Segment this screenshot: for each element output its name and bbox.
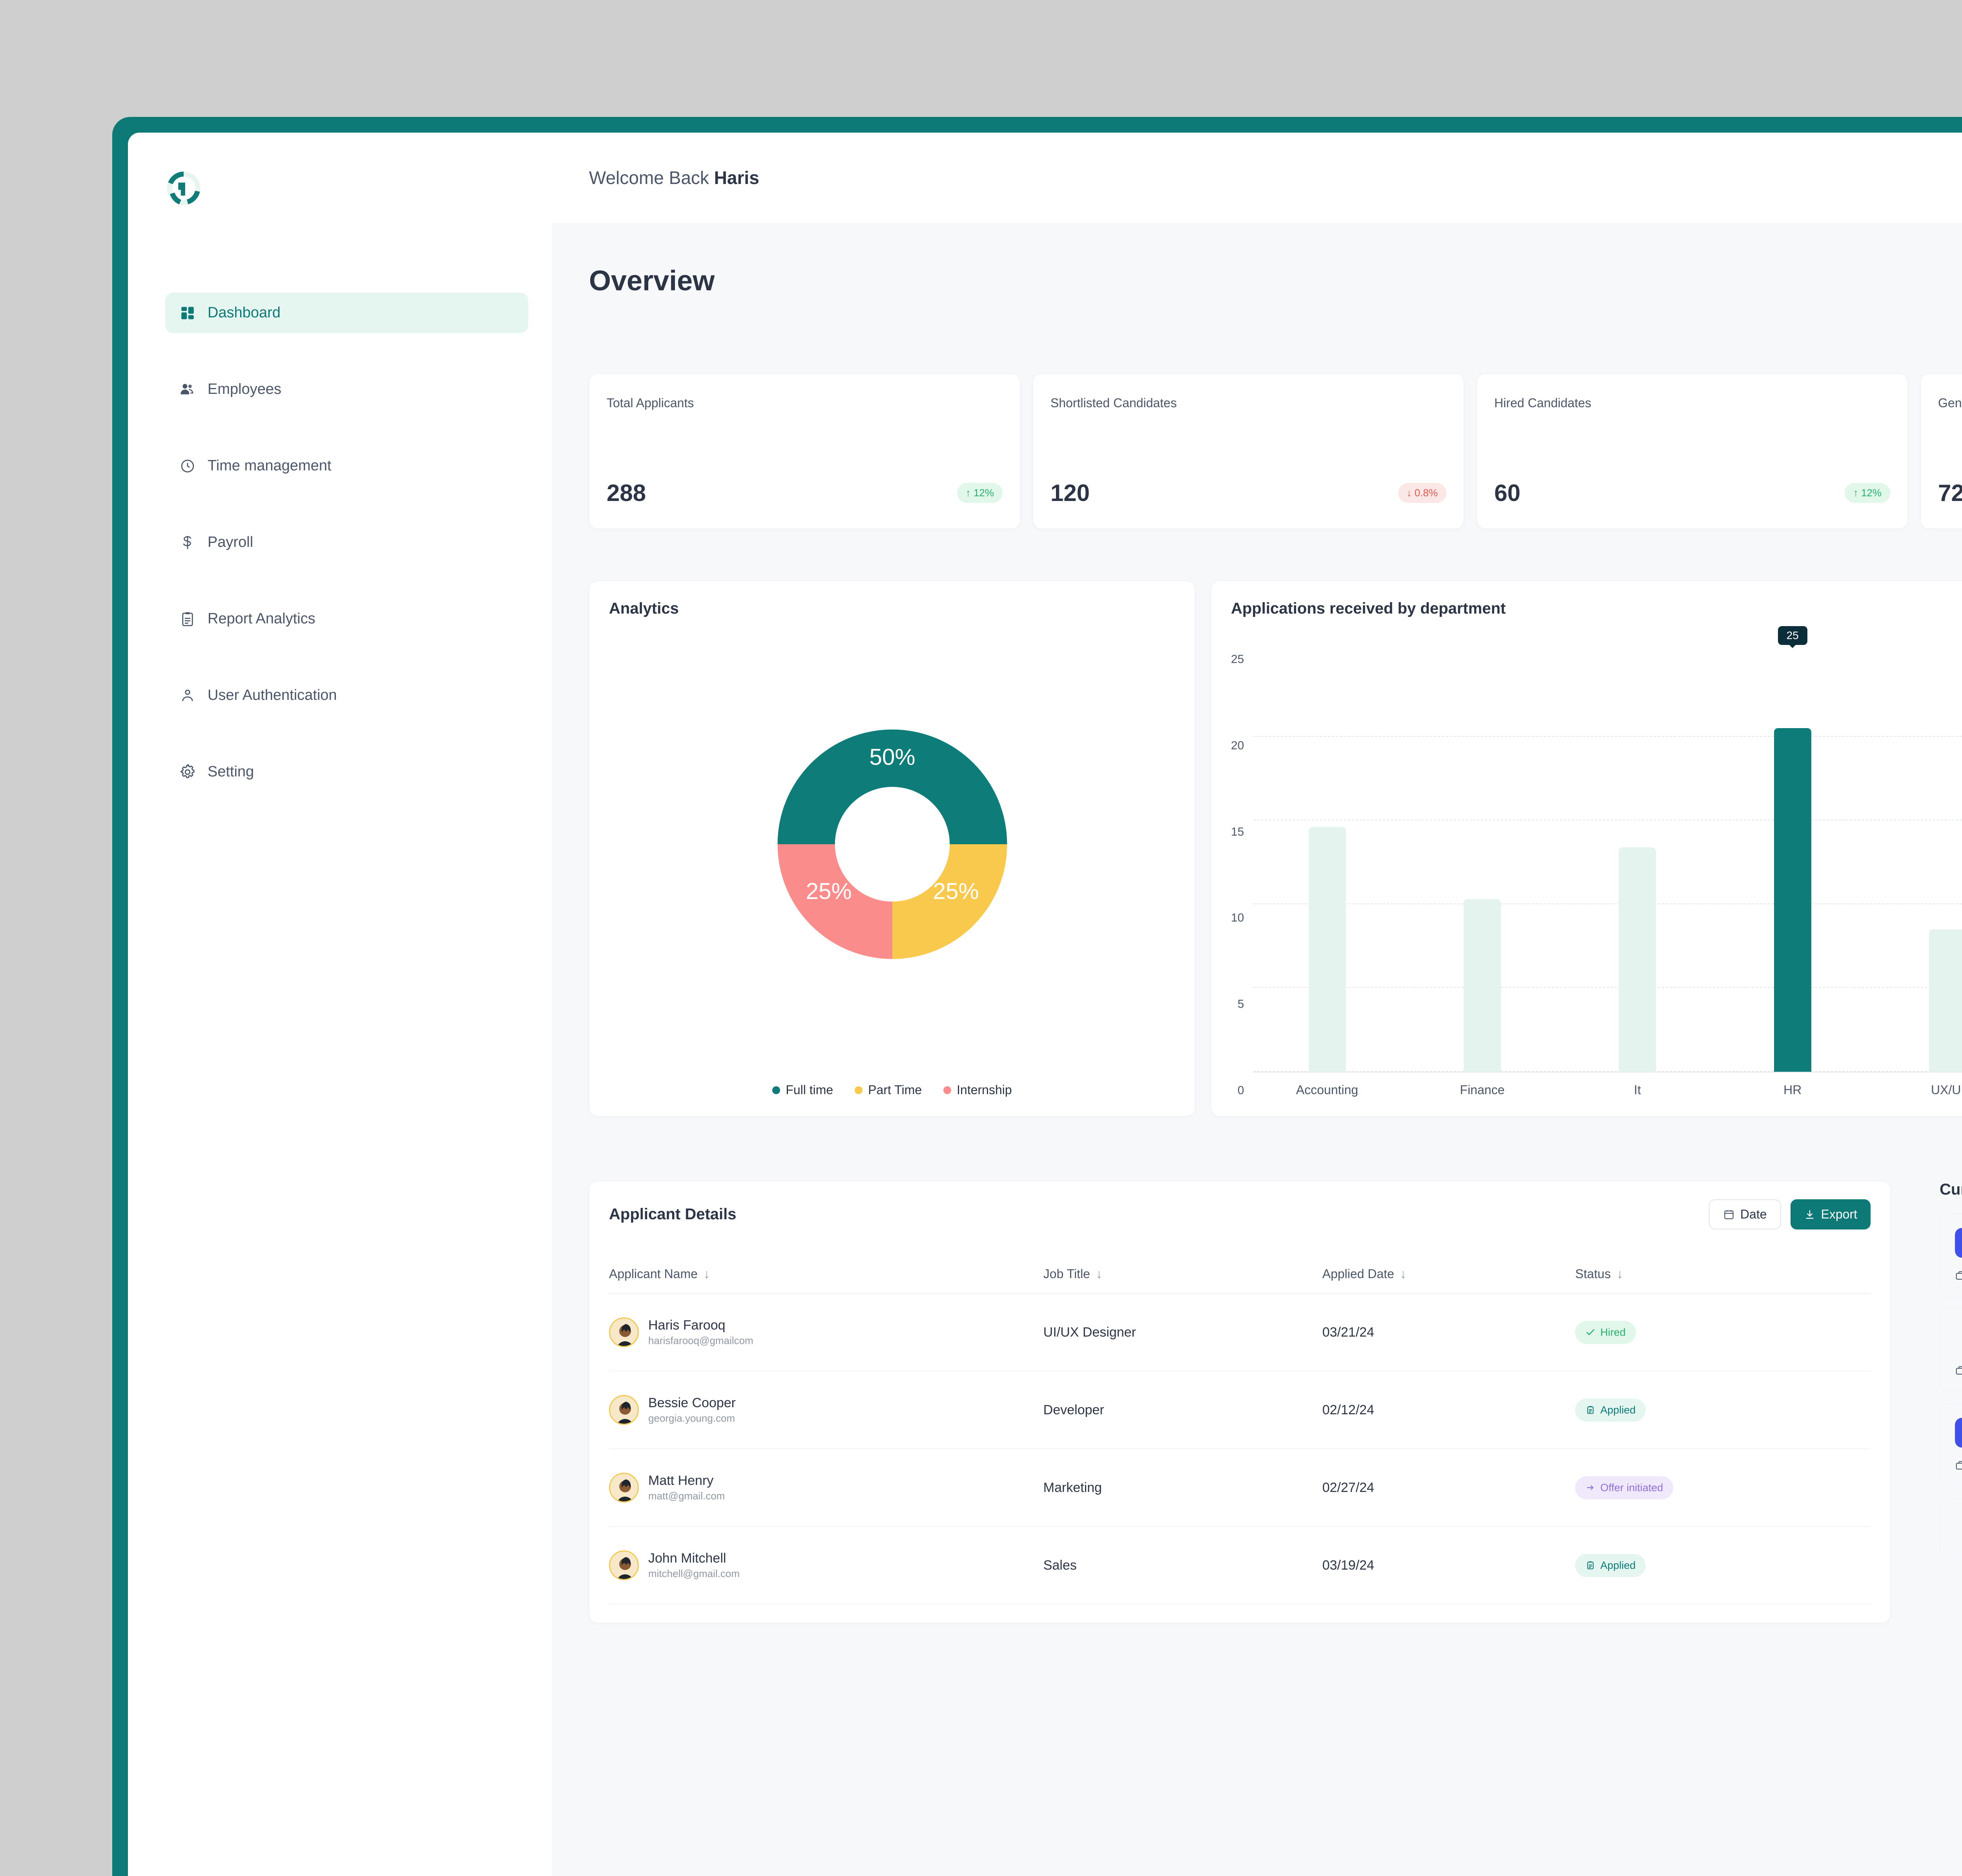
svg-text:25%: 25%: [933, 879, 979, 904]
svg-text:25%: 25%: [806, 879, 852, 904]
svg-text:50%: 50%: [869, 745, 915, 770]
